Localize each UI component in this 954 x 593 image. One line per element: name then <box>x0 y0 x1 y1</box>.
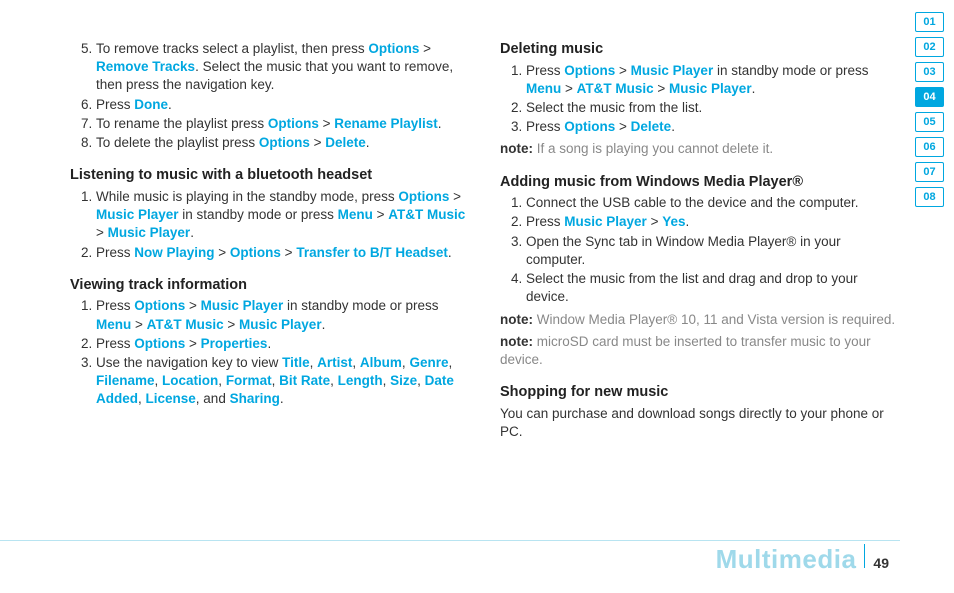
list-item: To delete the playlist press Options > D… <box>96 134 470 152</box>
trackinfo-heading: Viewing track information <box>70 276 470 296</box>
page-footer: Multimedia 49 <box>716 544 889 575</box>
adding-steps: Connect the USB cable to the device and … <box>500 194 900 306</box>
bluetooth-steps: While music is playing in the standby mo… <box>70 188 470 262</box>
adding-heading: Adding music from Windows Media Player® <box>500 173 900 193</box>
list-item: Open the Sync tab in Window Media Player… <box>526 233 900 269</box>
section-tab-04[interactable]: 04 <box>915 87 944 107</box>
playlist-steps-continued: To remove tracks select a playlist, then… <box>70 40 470 152</box>
section-tab-05[interactable]: 05 <box>915 112 944 132</box>
section-tab-08[interactable]: 08 <box>915 187 944 207</box>
list-item: Use the navigation key to view Title, Ar… <box>96 354 470 409</box>
shopping-text: You can purchase and download songs dire… <box>500 405 900 441</box>
list-item: Connect the USB cable to the device and … <box>526 194 900 212</box>
page-content: To remove tracks select a playlist, then… <box>0 0 954 441</box>
deleting-heading: Deleting music <box>500 40 900 60</box>
section-title: Multimedia <box>716 544 857 575</box>
section-tab-01[interactable]: 01 <box>915 12 944 32</box>
section-tab-06[interactable]: 06 <box>915 137 944 157</box>
list-item: Press Options > Properties. <box>96 335 470 353</box>
note-microsd: note: microSD card must be inserted to t… <box>500 333 900 369</box>
list-item: To rename the playlist press Options > R… <box>96 115 470 133</box>
left-column: To remove tracks select a playlist, then… <box>70 40 470 441</box>
list-item: Press Music Player > Yes. <box>526 213 900 231</box>
note-wmp-version: note: Window Media Player® 10, 11 and Vi… <box>500 311 900 329</box>
list-item: To remove tracks select a playlist, then… <box>96 40 470 95</box>
list-item: Select the music from the list. <box>526 99 900 117</box>
list-item: Press Now Playing > Options > Transfer t… <box>96 244 470 262</box>
shopping-heading: Shopping for new music <box>500 383 900 403</box>
list-item: Press Options > Music Player in standby … <box>526 62 900 98</box>
right-column: Deleting music Press Options > Music Pla… <box>500 40 900 441</box>
section-tab-07[interactable]: 07 <box>915 162 944 182</box>
deleting-steps: Press Options > Music Player in standby … <box>500 62 900 137</box>
footer-rule <box>0 540 280 541</box>
list-item: Select the music from the list and drag … <box>526 270 900 306</box>
trackinfo-steps: Press Options > Music Player in standby … <box>70 297 470 408</box>
list-item: Press Options > Delete. <box>526 118 900 136</box>
section-tab-02[interactable]: 02 <box>915 37 944 57</box>
footer-rule <box>280 540 900 541</box>
note-delete: note: If a song is playing you cannot de… <box>500 140 900 158</box>
page-number: 49 <box>873 555 889 571</box>
section-tab-03[interactable]: 03 <box>915 62 944 82</box>
bluetooth-heading: Listening to music with a bluetooth head… <box>70 166 470 186</box>
footer-divider <box>864 544 865 568</box>
list-item: While music is playing in the standby mo… <box>96 188 470 243</box>
section-tabs: 01 02 03 04 05 06 07 08 <box>915 12 944 207</box>
list-item: Press Done. <box>96 96 470 114</box>
list-item: Press Options > Music Player in standby … <box>96 297 470 333</box>
